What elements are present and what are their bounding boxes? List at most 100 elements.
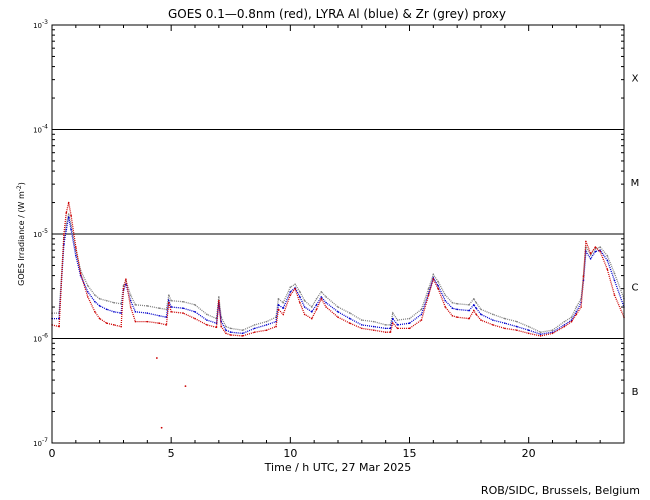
series-2-point	[437, 287, 439, 290]
class-label-b: B	[632, 387, 639, 398]
series-1-point	[349, 317, 351, 320]
series-1-point	[563, 324, 566, 326]
series-0-point	[349, 312, 351, 314]
series-line-2	[51, 202, 625, 337]
series-2-point	[582, 275, 585, 278]
series-0-point	[563, 320, 566, 323]
series-2-point	[241, 335, 244, 337]
series-1-point	[451, 307, 454, 309]
series-2-point	[432, 278, 435, 280]
series-1-point	[194, 311, 196, 313]
series-1-point	[475, 307, 478, 309]
series-1-point	[70, 228, 72, 231]
series-2-point	[315, 308, 318, 311]
series-2-point	[275, 325, 277, 328]
series-1-point	[253, 327, 256, 330]
series-2-point	[563, 325, 566, 328]
series-2-point	[65, 211, 68, 214]
series-1-point	[396, 324, 399, 326]
series-1-point	[98, 305, 101, 307]
series-0-point	[606, 254, 609, 257]
series-1-point	[613, 279, 616, 282]
series-2-point	[215, 326, 218, 329]
series-1-point	[215, 322, 218, 325]
series-2-point	[580, 306, 582, 308]
series-2-point	[570, 320, 573, 323]
series-2-point	[70, 214, 72, 217]
series-1-point	[182, 307, 184, 309]
series-2-point	[282, 313, 284, 316]
series-2-point	[165, 324, 168, 326]
series-2-point	[206, 324, 208, 326]
series-1-point	[325, 301, 327, 304]
series-1-point	[94, 300, 96, 303]
series-2-point	[396, 327, 399, 330]
x-axis: 0 5 10 15 20	[49, 25, 625, 460]
series-0-point	[65, 223, 68, 225]
series-0-point	[480, 308, 482, 311]
series-1-point	[456, 308, 458, 311]
y-axis-label-exponent: -2	[16, 185, 23, 191]
series-1-point	[320, 296, 323, 298]
series-1-point	[372, 325, 375, 328]
series-2-point	[585, 240, 587, 243]
series-0-point	[408, 317, 411, 320]
series-2-point	[146, 320, 149, 323]
series-2-point	[444, 306, 447, 308]
series-2-point	[75, 246, 77, 248]
x-tick-label: 20	[522, 447, 536, 460]
series-2-point	[504, 327, 506, 330]
series-1-point	[167, 299, 170, 302]
series-2-point	[349, 322, 351, 325]
series-1-point	[67, 216, 70, 218]
series-2-point	[613, 294, 616, 296]
series-2-point	[575, 313, 578, 316]
series-0-point	[146, 305, 149, 307]
series-2-point	[539, 335, 542, 337]
series-1-point	[158, 314, 161, 317]
series-2-point	[167, 301, 170, 304]
class-label-m: M	[631, 178, 640, 189]
series-0-point	[384, 324, 387, 326]
series-1-point	[337, 311, 339, 313]
series-0-point	[475, 301, 478, 304]
series-0-point	[456, 302, 458, 305]
y-tick-label: 10-5	[33, 228, 48, 239]
series-2-point	[86, 296, 89, 298]
series-1-point	[113, 311, 115, 313]
series-0-point	[158, 307, 161, 309]
series-2-point	[325, 306, 327, 308]
series-1-point	[299, 296, 301, 298]
series-0-point	[337, 306, 339, 308]
series-0-point	[94, 294, 96, 296]
series-2-point	[310, 317, 313, 320]
series-2-point	[492, 324, 494, 326]
series-0-point	[277, 297, 280, 300]
series-2-point	[63, 233, 65, 235]
series-1-point	[551, 331, 554, 333]
series-line-0	[52, 213, 625, 333]
series-1-point	[480, 313, 482, 316]
series-2-point	[320, 297, 323, 300]
series-0-point	[134, 304, 137, 306]
x-axis-label: Time / h UTC, 27 Mar 2025	[264, 461, 412, 474]
series-1-point	[146, 312, 149, 314]
series-2-point	[606, 268, 609, 271]
series-2-point	[589, 252, 592, 255]
series-0-point	[361, 319, 363, 321]
series-1-point	[527, 329, 530, 332]
series-1-point	[170, 306, 172, 308]
series-2-point	[120, 325, 122, 328]
series-1-point	[539, 333, 542, 335]
series-2-point	[408, 327, 411, 330]
series-1-point	[420, 313, 423, 316]
series-2-point	[67, 201, 70, 204]
series-2-point	[229, 334, 232, 336]
series-1-point	[241, 332, 244, 335]
series-1-point	[504, 322, 506, 325]
series-0-point	[492, 313, 494, 316]
series-2-point	[277, 308, 280, 311]
flare-class-labels: X M C B	[631, 73, 640, 398]
series-0-point	[229, 327, 232, 330]
